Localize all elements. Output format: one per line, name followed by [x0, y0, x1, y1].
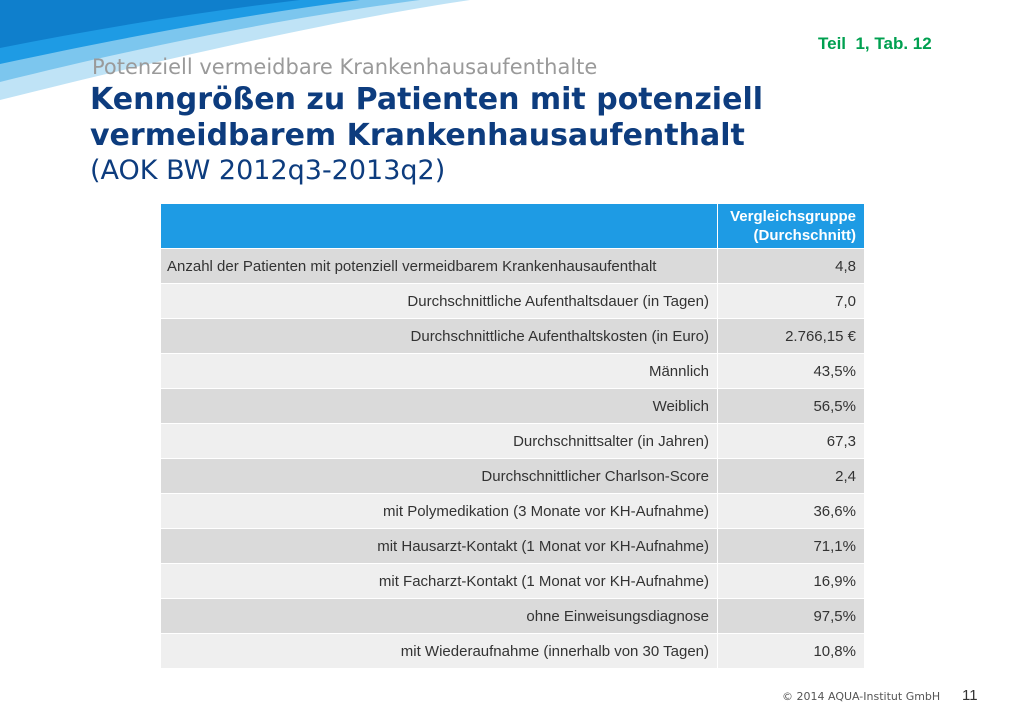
kenngroessen-table: Vergleichsgruppe (Durchschnitt) Anzahl d…	[160, 203, 865, 669]
row-value: 71,1%	[717, 528, 865, 564]
row-label: Durchschnittlicher Charlson-Score	[160, 458, 718, 494]
row-label: mit Hausarzt-Kontakt (1 Monat vor KH-Auf…	[160, 528, 718, 564]
column-header-line1: Vergleichsgruppe	[730, 208, 856, 225]
table-row: mit Polymedikation (3 Monate vor KH-Aufn…	[160, 493, 865, 529]
slide-supertitle: Potenziell vermeidbare Krankenhausaufent…	[92, 55, 598, 79]
column-header-line2: (Durchschnitt)	[753, 227, 857, 244]
row-value: 56,5%	[717, 388, 865, 424]
column-header-vergleichsgruppe: Vergleichsgruppe (Durchschnitt)	[717, 203, 865, 249]
row-label: mit Wiederaufnahme (innerhalb von 30 Tag…	[160, 633, 718, 669]
table-row: Durchschnittliche Aufenthaltsdauer (in T…	[160, 283, 865, 319]
table-row: mit Wiederaufnahme (innerhalb von 30 Tag…	[160, 633, 865, 669]
row-value: 16,9%	[717, 563, 865, 599]
table-row: Durchschnittlicher Charlson-Score 2,4	[160, 458, 865, 494]
table-row: Anzahl der Patienten mit potenziell verm…	[160, 248, 865, 284]
table-row: Weiblich 56,5%	[160, 388, 865, 424]
row-value: 97,5%	[717, 598, 865, 634]
row-label: Männlich	[160, 353, 718, 389]
row-label: mit Polymedikation (3 Monate vor KH-Aufn…	[160, 493, 718, 529]
slide-title: Kenngrößen zu Patienten mit potenziell v…	[90, 82, 764, 153]
copyright-footer: © 2014 AQUA-Institut GmbH	[782, 690, 941, 703]
row-value: 67,3	[717, 423, 865, 459]
row-value: 4,8	[717, 248, 865, 284]
row-value: 2.766,15 €	[717, 318, 865, 354]
slide-subtitle: (AOK BW 2012q3-2013q2)	[90, 155, 446, 186]
row-label: mit Facharzt-Kontakt (1 Monat vor KH-Auf…	[160, 563, 718, 599]
table-row: Durchschnittsalter (in Jahren) 67,3	[160, 423, 865, 459]
row-value: 2,4	[717, 458, 865, 494]
slide-reference: Teil 1, Tab. 12	[818, 34, 932, 53]
row-label: Weiblich	[160, 388, 718, 424]
header-empty-cell	[160, 203, 718, 249]
row-label: Anzahl der Patienten mit potenziell verm…	[160, 248, 718, 284]
page-number: 11	[962, 687, 978, 704]
row-value: 36,6%	[717, 493, 865, 529]
row-label: ohne Einweisungsdiagnose	[160, 598, 718, 634]
table-row: mit Facharzt-Kontakt (1 Monat vor KH-Auf…	[160, 563, 865, 599]
table-row: Männlich 43,5%	[160, 353, 865, 389]
row-label: Durchschnittsalter (in Jahren)	[160, 423, 718, 459]
table-row: ohne Einweisungsdiagnose 97,5%	[160, 598, 865, 634]
row-label: Durchschnittliche Aufenthaltskosten (in …	[160, 318, 718, 354]
table-row: Durchschnittliche Aufenthaltskosten (in …	[160, 318, 865, 354]
row-value: 43,5%	[717, 353, 865, 389]
table-row: mit Hausarzt-Kontakt (1 Monat vor KH-Auf…	[160, 528, 865, 564]
table-header-row: Vergleichsgruppe (Durchschnitt)	[160, 203, 865, 249]
row-value: 7,0	[717, 283, 865, 319]
row-value: 10,8%	[717, 633, 865, 669]
row-label: Durchschnittliche Aufenthaltsdauer (in T…	[160, 283, 718, 319]
